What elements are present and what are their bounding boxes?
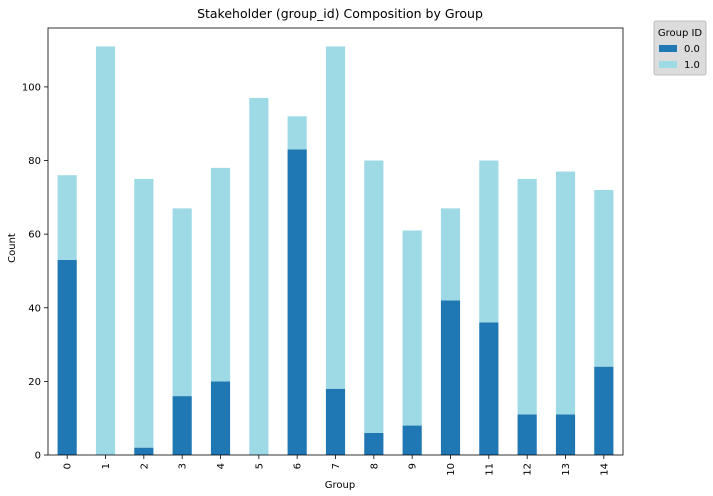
y-tick-label: 80 [28,156,41,167]
bar-group-6-series-1 [287,116,307,150]
legend-swatch-0.0 [659,45,677,52]
bar-group-2-series-0 [134,447,154,455]
bar-group-13-series-1 [555,171,576,415]
bar-group-0-series-1 [57,175,77,260]
legend-label-1.0: 1.0 [684,60,700,71]
x-tick-label: 2 [139,463,150,469]
x-axis: 0 1 2 3 4 5 6 7 8 9 10 11 12 13 14 [63,455,610,476]
bar-group-7-series-0 [325,388,346,455]
bar-group-0-series-0 [57,259,77,455]
x-tick-label: 11 [484,463,495,476]
x-axis-label: Group [325,480,355,491]
bar-group-10-series-1 [440,208,461,301]
x-tick-label: 10 [446,463,457,476]
x-tick-label: 3 [178,463,189,469]
y-tick-label: 40 [28,303,41,314]
bar-group-6-series-0 [287,149,307,455]
bar-group-8-series-0 [364,432,384,455]
legend-label-0.0: 0.0 [684,44,700,55]
x-tick-label: 8 [369,463,380,469]
y-tick-label: 20 [28,377,41,388]
x-tick-label: 6 [293,463,304,469]
bar-group-14-series-1 [594,189,614,367]
x-tick-label: 4 [216,463,227,469]
bar-group-9-series-0 [402,425,422,455]
bar-group-4-series-1 [210,167,231,382]
bar-group-3-series-1 [172,208,192,397]
y-axis: 0 20 40 60 80 100 [22,82,48,462]
chart-title: Stakeholder (group_id) Composition by Gr… [197,6,483,21]
legend-swatch-1.0 [659,61,677,68]
bar-group-11-series-1 [479,160,499,323]
x-tick-label: 5 [254,463,265,469]
legend-title: Group ID [658,28,703,39]
x-tick-label: 7 [331,463,342,469]
x-tick-label: 1 [101,463,112,469]
bar-group-12-series-1 [517,178,537,415]
bar-group-5-series-1 [249,97,269,455]
bar-group-1-series-1 [95,46,116,455]
legend: Group ID 0.0 1.0 [653,20,707,76]
bar-group-11-series-0 [479,322,499,455]
bar-group-2-series-1 [134,178,154,448]
bar-group-14-series-0 [594,366,614,455]
y-tick-label: 100 [22,82,41,93]
bar-group-12-series-0 [517,414,537,455]
x-tick-label: 12 [523,463,534,476]
y-axis-label: Count [7,233,18,263]
bar-group-3-series-0 [172,396,192,455]
bar-group-10-series-0 [440,300,461,455]
x-tick-label: 13 [561,463,572,476]
bar-group-13-series-0 [555,414,576,455]
x-tick-label: 14 [599,463,610,476]
plot-area [47,27,624,456]
bar-group-4-series-0 [210,381,231,455]
y-tick-label: 60 [28,230,41,241]
x-tick-label: 9 [408,463,419,469]
bar-group-7-series-1 [325,46,346,389]
y-tick-label: 0 [35,451,41,462]
bar-group-8-series-1 [364,160,384,433]
bar-group-9-series-1 [402,230,422,426]
x-tick-label: 0 [63,463,74,469]
